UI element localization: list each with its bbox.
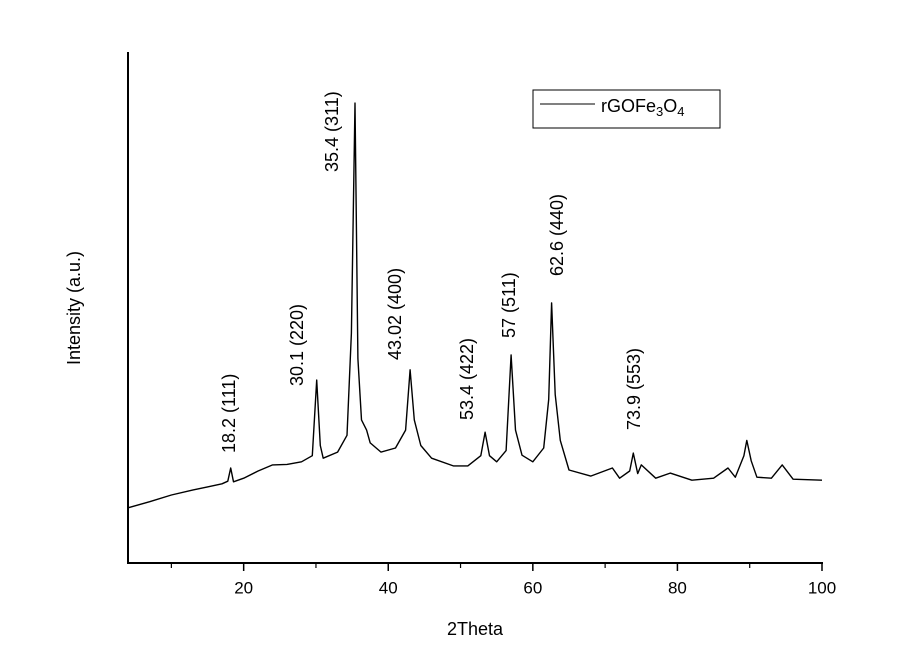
x-tick-label: 100	[808, 578, 836, 597]
x-tick-label: 20	[234, 578, 253, 597]
peak-annotation: 43.02 (400)	[385, 268, 405, 360]
x-tick-label: 60	[523, 578, 542, 597]
x-tick-label: 80	[668, 578, 687, 597]
y-axis-title: Intensity (a.u.)	[64, 251, 84, 365]
x-axis-title: 2Theta	[447, 619, 504, 639]
peak-annotation: 73.9 (553)	[624, 348, 644, 430]
x-tick-label: 40	[379, 578, 398, 597]
legend-label: rGOFe3O4	[601, 96, 685, 120]
peak-annotation: 35.4 (311)	[322, 91, 342, 172]
peak-annotation: 18.2 (111)	[219, 374, 239, 453]
legend-box	[532, 89, 721, 129]
peak-annotation: 62.6 (440)	[547, 194, 567, 276]
peak-annotation: 57 (511)	[499, 272, 519, 338]
peak-annotation: 30.1 (220)	[287, 304, 307, 386]
peak-annotation: 53.4 (422)	[457, 338, 477, 420]
data-line	[127, 102, 823, 509]
